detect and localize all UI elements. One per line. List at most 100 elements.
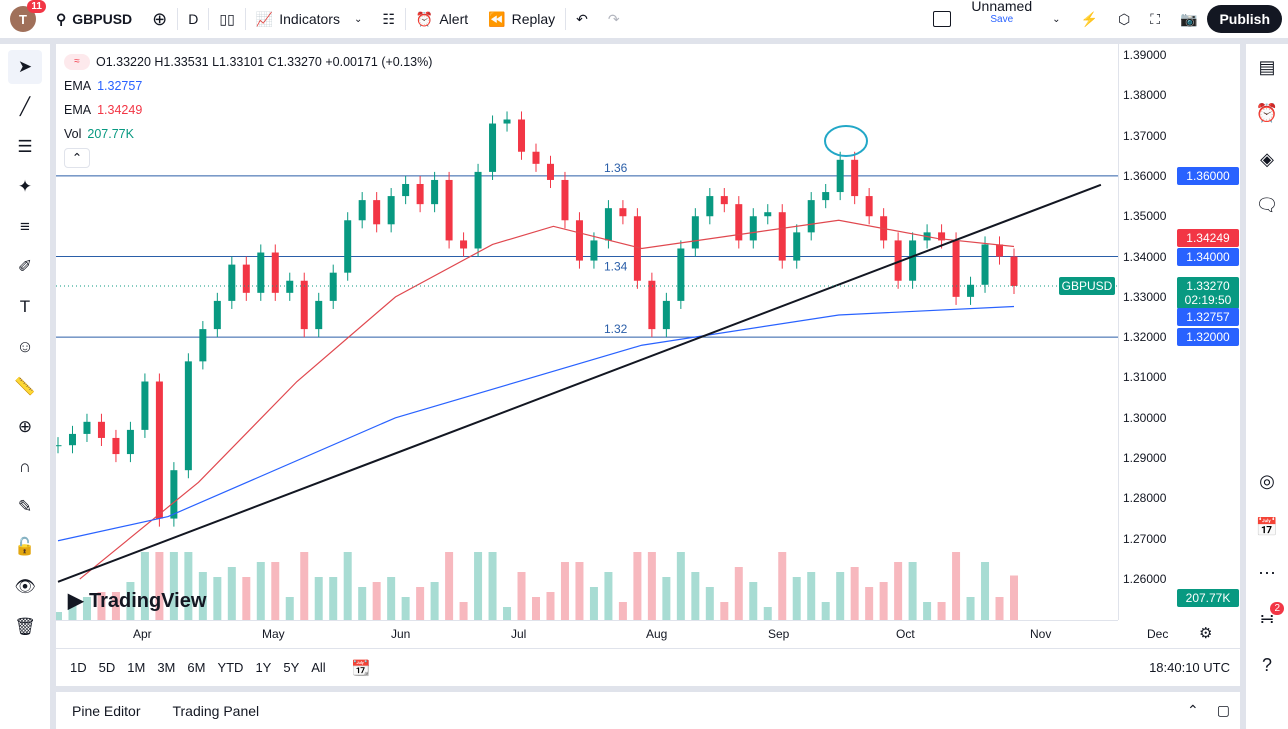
chevron-up-icon[interactable]: ⌃ [1187,702,1199,718]
candle-body [706,196,714,217]
volume-bar [966,597,975,620]
candle-body [952,240,960,297]
cursor-icon[interactable]: ➤ [8,50,42,84]
volume-bar [271,562,280,620]
trash-icon[interactable]: 🗑 [14,617,36,636]
notification-badge: 11 [27,0,46,13]
ema-fast-legend[interactable]: EMA 1.32757 [64,74,432,98]
help-icon[interactable]: ? [1261,654,1272,675]
candle-body [474,171,482,249]
chart-type-button[interactable]: ▯▯ [209,0,244,38]
publish-button[interactable]: Publish [1207,5,1282,33]
maximize-icon[interactable]: ▢ [1216,702,1230,718]
calendar-icon[interactable]: 📅 [1255,516,1279,537]
price-tick: 1.29000 [1123,451,1167,466]
volume-bar [662,577,671,620]
candle-body [851,159,859,197]
interval-button[interactable]: D [188,11,199,27]
range-1m[interactable]: 1M [127,660,146,675]
watchlist-icon[interactable]: ▤ [1258,56,1276,77]
layout-menu[interactable]: ⌄ [1042,0,1070,38]
volume-bar [401,597,410,620]
candle-body [590,240,598,261]
text-tool-icon[interactable]: T [19,297,31,316]
redo-button[interactable]: ↷ [598,0,630,38]
save-link[interactable]: Save [990,14,1014,25]
zoom-in-icon[interactable]: ⊕ [17,417,33,436]
avatar[interactable]: T 11 [10,0,46,32]
candle-body [561,179,569,221]
snapshot-button[interactable]: 📷 [1170,0,1207,38]
goto-date-icon[interactable]: 📆 [351,659,371,677]
volume-bar [894,562,903,620]
undo-button[interactable]: ↶ [566,0,598,38]
camera-icon: 📷 [1180,10,1198,27]
axis-settings-icon[interactable]: ⚙ [1199,625,1213,642]
range-6m[interactable]: 6M [187,660,206,675]
lock-pencil-icon[interactable]: ✎ [17,497,33,516]
trading-panel-tab[interactable]: Trading Panel [172,702,260,719]
ema-red-label: 1.34249 [1177,229,1239,247]
indicators-button[interactable]: 📈 Indicators ⌄ [246,0,373,38]
layout-name[interactable]: Unnamed Save [961,0,1042,38]
undo-icon: ↶ [576,10,588,27]
candle-body [257,252,265,293]
templates-button[interactable]: ☷ [372,0,405,38]
time-axis[interactable]: Apr May Jun Jul Aug Sep Oct Nov Dec [56,620,1168,648]
magnet-icon[interactable]: ∩ [18,457,32,476]
range-5y[interactable]: 5Y [283,660,300,675]
alerts-clock-icon[interactable]: ⏰ [1255,102,1279,123]
range-all[interactable]: All [311,660,326,675]
volume-bar [517,572,526,620]
prediction-tool-icon[interactable]: ≡ [20,217,30,236]
clock[interactable]: 18:40:10 UTC [1149,660,1230,675]
brush-tool-icon[interactable]: ✐ [17,257,33,276]
chart-legend: ≈ O1.33220 H1.33531 L1.33101 C1.33270 +0.… [64,50,432,168]
price-tick: 1.39000 [1123,48,1167,62]
fib-tool-icon[interactable]: ☰ [17,137,33,156]
range-1y[interactable]: 1Y [255,660,272,675]
range-5d[interactable]: 5D [98,660,116,675]
apps-grid-icon[interactable]: ⋯ [1258,562,1276,583]
volume-bar [97,592,106,620]
price-axis[interactable]: 1.39000 1.38000 1.37000 1.36000 1.35000 1.340… [1059,44,1240,620]
chart-pane[interactable]: 1.36 1.34 1.32 ≈ O1.33220 H1.33531 L1.33101… [56,44,1240,648]
volume-bar [300,552,309,620]
fullscreen-button[interactable]: ⛶ [1140,0,1170,38]
layers-icon[interactable]: ◈ [1260,148,1274,169]
chat-icon[interactable]: 🗨 [1255,194,1279,215]
price-chart[interactable]: 1.36 1.34 1.32 [56,44,1240,648]
pine-editor-tab[interactable]: Pine Editor [72,702,141,719]
layout-button[interactable] [923,0,961,38]
candle-body [735,204,743,241]
eye-icon[interactable]: 👁 [14,577,36,596]
time-tick: Aug [646,627,668,641]
price-tick: 1.31000 [1123,370,1167,385]
level-label: 1.32 [604,322,628,336]
trendline-tool-icon[interactable]: ╱ [19,97,31,116]
collapse-legend-button[interactable]: ⌃ [64,148,90,168]
range-ytd[interactable]: YTD [217,660,244,675]
volume-bar [807,572,816,620]
quick-search-button[interactable]: ⚡ [1071,0,1108,38]
volume-bar [198,572,207,620]
range-1d[interactable]: 1D [70,660,87,675]
volume-legend[interactable]: Vol 207.77K [64,122,432,146]
compare-button[interactable]: ⊕ [142,0,177,38]
symbol-search[interactable]: ⚲ GBPUSD [46,0,142,38]
target-icon[interactable]: ◎ [1259,470,1275,491]
range-3m[interactable]: 3M [157,660,176,675]
ema-slow-legend[interactable]: EMA 1.34249 [64,98,432,122]
replay-button[interactable]: ⏪ Replay [478,0,565,38]
alert-button[interactable]: ⏰ Alert [406,0,478,38]
settings-button[interactable]: ⬡ [1108,0,1140,38]
circle-annotation [824,125,868,157]
emoji-tool-icon[interactable]: ☺ [16,337,34,356]
price-tick: 1.37000 [1123,128,1167,143]
candle-body [170,470,178,519]
feed-icon[interactable]: ∺ 2 [1246,596,1288,642]
lock-icon[interactable]: 🔓 [14,537,36,556]
candle-body [373,200,381,225]
pattern-tool-icon[interactable]: ✦ [17,177,33,196]
ruler-icon[interactable]: 📏 [14,377,36,396]
